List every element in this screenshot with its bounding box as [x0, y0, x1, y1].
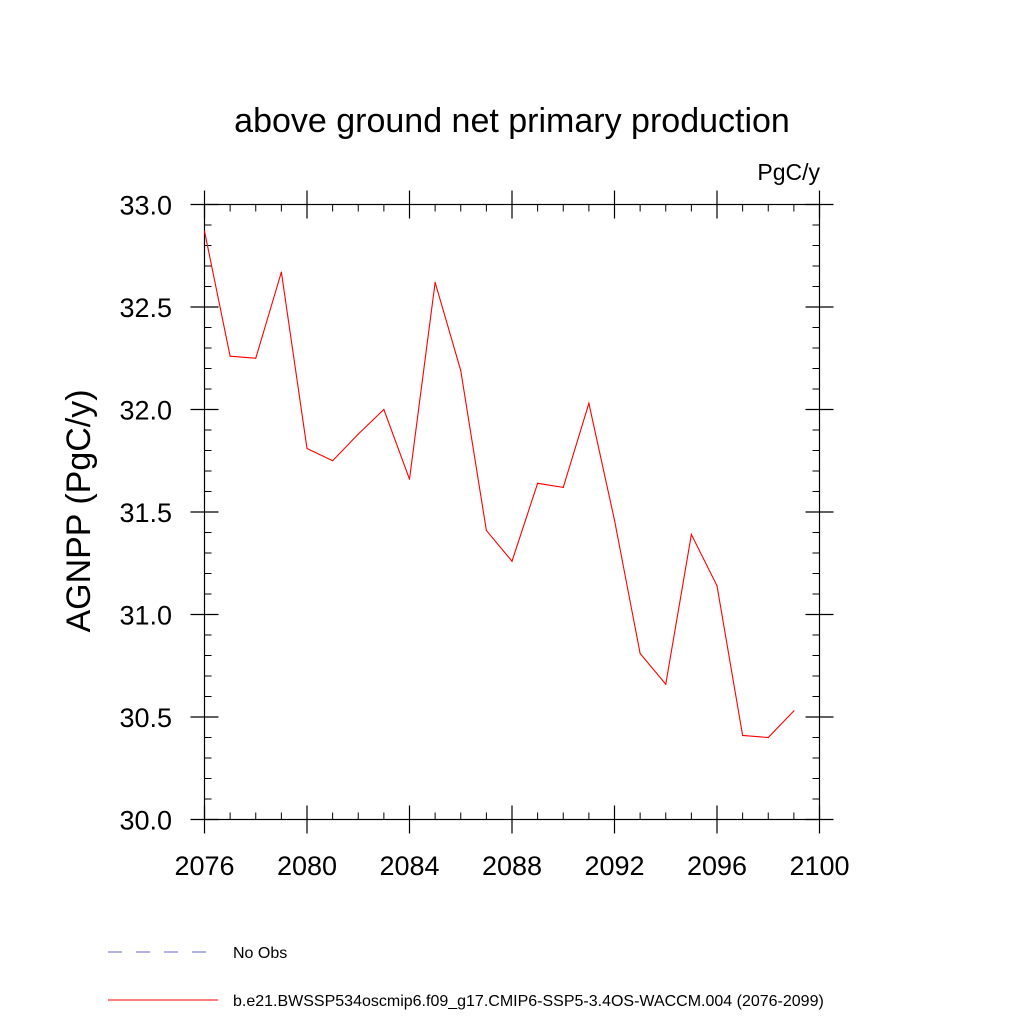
data-point: [408, 478, 411, 480]
y-tick-label: 32.5: [119, 293, 172, 323]
data-point: [203, 230, 206, 232]
x-tick-label: 2096: [687, 851, 747, 881]
x-tick-label: 2080: [277, 851, 337, 881]
data-point: [613, 519, 616, 521]
y-tick-label: 30.0: [119, 806, 172, 836]
legend-label: b.e21.BWSSP534oscmip6.f09_g17.CMIP6-SSP5…: [233, 993, 824, 1010]
data-point: [690, 533, 692, 536]
chart-title: above ground net primary production: [234, 102, 790, 140]
data-point: [511, 560, 513, 562]
x-tick-label: 2088: [482, 851, 542, 881]
y-tick-label: 33.0: [119, 191, 172, 221]
data-point: [716, 585, 718, 587]
data-point: [485, 529, 487, 532]
data-point: [357, 433, 359, 435]
y-tick-label: 31.5: [119, 498, 172, 528]
x-tick-label: 2092: [584, 851, 644, 881]
y-tick-label: 31.0: [119, 601, 172, 631]
series-line: [203, 231, 795, 739]
data-point: [562, 486, 564, 488]
plot-frame: [203, 203, 821, 821]
x-tick-label: 2076: [174, 851, 234, 881]
data-point: [460, 369, 462, 372]
data-point: [665, 683, 667, 685]
data-point: [742, 734, 744, 737]
legend-label: No Obs: [233, 945, 287, 962]
data-point: [229, 355, 231, 357]
units-label: PgC/y: [757, 159, 820, 185]
data-point: [306, 447, 308, 450]
data-point: [255, 357, 257, 359]
y-tick-label: 32.0: [119, 396, 172, 426]
data-point: [588, 402, 590, 404]
data-point: [767, 736, 769, 739]
y-tick-label: 30.5: [119, 703, 172, 733]
data-point: [537, 482, 539, 484]
x-tick-label: 2100: [789, 851, 849, 881]
data-point: [383, 408, 385, 411]
x-tick-label: 2084: [379, 851, 439, 881]
y-axis-label: AGNPP (PgC/y): [60, 389, 98, 632]
data-point: [639, 652, 641, 655]
data-point: [434, 281, 436, 283]
data-point: [280, 271, 282, 273]
data-point: [332, 460, 334, 462]
data-point: [793, 710, 795, 712]
